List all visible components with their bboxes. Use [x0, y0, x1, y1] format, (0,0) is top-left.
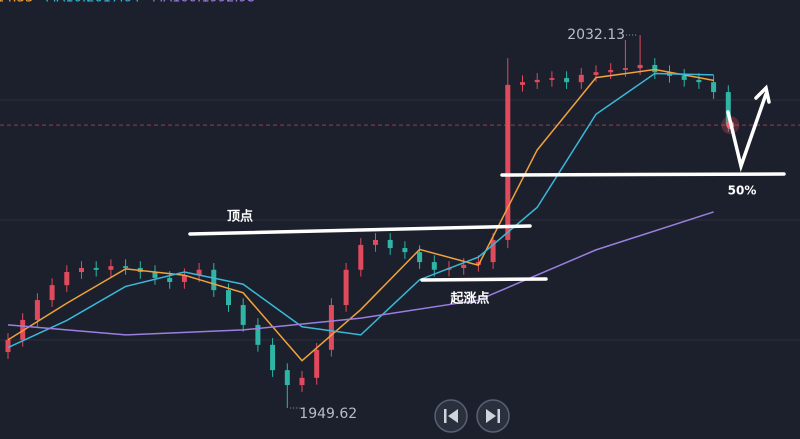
- low-label: 1949.62: [299, 406, 357, 422]
- candle-body: [255, 324, 261, 345]
- ma-line: [7, 211, 714, 336]
- candle-body: [34, 300, 40, 320]
- candle-body: [402, 248, 408, 253]
- candle-body: [79, 267, 84, 273]
- candle-body: [123, 266, 129, 268]
- candle-body: [417, 252, 423, 263]
- candle-body: [152, 272, 158, 278]
- candle-body: [270, 344, 276, 371]
- candle-body: [520, 82, 525, 85]
- candle-body: [211, 269, 217, 291]
- candle-body: [108, 266, 114, 270]
- candle-body: [358, 244, 364, 270]
- candle-body: [284, 370, 290, 386]
- legend-entry: MA10:2017.64: [45, 0, 140, 6]
- candle-body: [196, 269, 202, 276]
- candle-body: [490, 239, 496, 263]
- candle-body: [652, 64, 658, 73]
- candle-body: [608, 69, 614, 73]
- candle-body: [226, 290, 231, 306]
- ma-line: [7, 72, 714, 349]
- high-label: 2032.13: [567, 27, 625, 43]
- start-line: [420, 277, 548, 282]
- candle-body: [167, 277, 173, 282]
- candle-body: [475, 262, 481, 265]
- candle-body: [549, 78, 555, 80]
- candle-body: [343, 269, 349, 306]
- v-arrow: [726, 92, 768, 173]
- candle-body: [505, 84, 511, 240]
- arrow-head: [754, 84, 771, 104]
- candle-body: [64, 272, 70, 286]
- candle-body: [240, 305, 246, 325]
- candle-body: [681, 75, 687, 80]
- annotation: 起涨点: [449, 291, 489, 307]
- legend-entry: 14.33: [0, 0, 33, 6]
- candle-body: [299, 377, 305, 386]
- candle-body: [387, 239, 393, 249]
- candle-body: [622, 68, 628, 70]
- plot: 2032.13 1949.62 14.33 MA10:2017.64 MA100:199…: [0, 0, 800, 422]
- candle-body: [578, 74, 584, 83]
- next-button[interactable]: [476, 399, 510, 433]
- half-line: [500, 172, 786, 177]
- candle-body: [696, 79, 702, 83]
- candle-body: [725, 92, 731, 126]
- ma-line: [7, 68, 714, 362]
- annotation: 50%: [728, 184, 757, 198]
- candle-body: [534, 79, 540, 83]
- candle-body: [328, 305, 334, 350]
- top-line: [188, 224, 532, 236]
- candle-body: [373, 239, 378, 245]
- candle-body: [314, 349, 320, 378]
- candle-body: [637, 64, 643, 69]
- candle-body: [181, 275, 187, 282]
- candle-body: [49, 285, 55, 301]
- candle-body: [593, 72, 599, 75]
- annotations: [188, 84, 786, 282]
- legend-entry: MA100:1992.98: [152, 0, 255, 6]
- candle-body: [431, 262, 437, 270]
- candle-body: [461, 264, 467, 268]
- candle-body: [5, 339, 11, 353]
- candle-body: [93, 267, 99, 270]
- prev-button[interactable]: [434, 399, 468, 433]
- candle-body: [711, 82, 717, 93]
- candle-body: [564, 78, 570, 83]
- annotation: 顶点: [227, 209, 253, 225]
